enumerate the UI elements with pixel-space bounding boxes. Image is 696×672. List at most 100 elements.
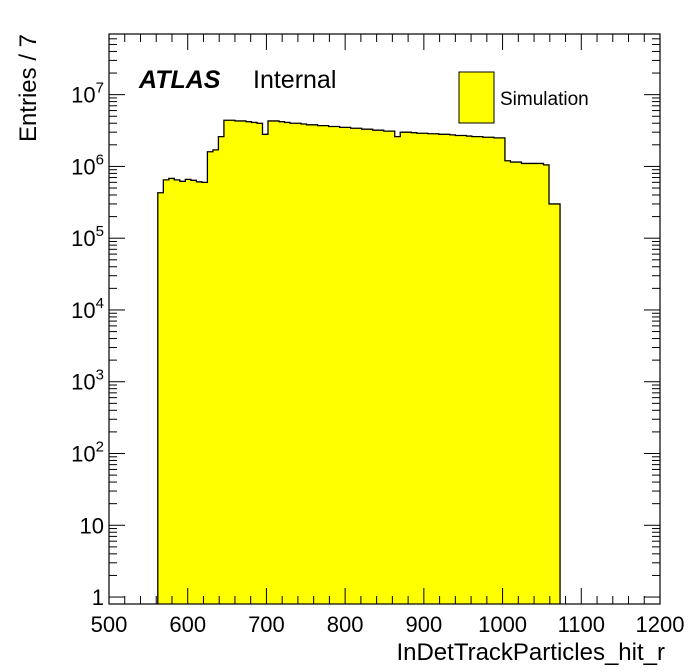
x-tick-label: 700 (248, 612, 285, 637)
y-tick-label: 107 (71, 80, 104, 108)
histogram-bin (394, 136, 401, 604)
histogram-bin (328, 126, 335, 604)
histogram-bin (389, 131, 396, 604)
histogram-bin (499, 137, 506, 604)
histogram-bin (532, 163, 539, 605)
x-tick-label: 500 (91, 612, 128, 637)
histogram-bin (196, 181, 203, 604)
x-tick-label: 1000 (478, 612, 527, 637)
histogram-bin (449, 134, 456, 604)
histogram-bin (411, 132, 418, 604)
histogram-bin (510, 162, 517, 604)
legend-swatch (458, 71, 495, 124)
histogram-bin (262, 134, 269, 605)
histogram-bin (218, 136, 225, 604)
histogram-bin (273, 120, 280, 604)
y-tick-label: 103 (71, 367, 104, 395)
histogram-bin (179, 181, 186, 604)
histogram-bin (157, 192, 164, 604)
histogram-bin (405, 132, 412, 604)
histogram-bin (251, 122, 258, 604)
histogram-bin (554, 203, 561, 604)
histogram-bin (367, 129, 374, 604)
x-tick-label: 1200 (636, 612, 685, 637)
histogram-bin (543, 164, 550, 604)
histogram-bin (290, 123, 297, 604)
y-tick-label: 104 (71, 295, 104, 323)
histogram-bin (168, 178, 175, 605)
atlas-label: ATLAS (138, 66, 221, 94)
histogram-outline (157, 119, 561, 604)
legend-label: Simulation (500, 89, 589, 110)
y-tick-label: 102 (71, 439, 104, 467)
histogram-bin (201, 182, 208, 604)
histogram-bin (361, 129, 368, 604)
histogram-bin (229, 120, 236, 604)
histogram-bin (312, 124, 319, 604)
histogram-bin (488, 137, 495, 605)
x-tick-label: 600 (169, 612, 206, 637)
histogram-bin (207, 151, 214, 604)
histogram-bin (268, 120, 275, 604)
axis-ticks (108, 33, 661, 604)
histogram-bin (345, 127, 352, 604)
histogram-bin (234, 120, 242, 604)
histogram-bin (482, 137, 490, 605)
histogram-bin (515, 162, 523, 604)
histogram-bin (422, 133, 429, 604)
histogram-bin (378, 130, 385, 604)
histogram-bin (521, 163, 528, 605)
x-tick-label: 1100 (558, 612, 605, 637)
histogram-bin (549, 203, 556, 604)
internal-label: Internal (253, 66, 336, 94)
histogram-bin (279, 121, 286, 604)
x-tick-label: 900 (405, 612, 442, 637)
histogram-bin (493, 137, 501, 604)
histogram-bin (460, 135, 467, 604)
y-axis-title: Entries / 7 (15, 34, 42, 142)
histogram-bin (350, 128, 357, 604)
histogram-bin (185, 179, 192, 604)
histogram-bin (504, 160, 512, 605)
plot-frame (108, 33, 661, 605)
histogram-bin (400, 132, 407, 604)
histogram-bin (477, 136, 484, 604)
y-tick-label: 105 (71, 223, 104, 251)
histogram-bin (416, 133, 423, 604)
histogram-bin (223, 120, 231, 604)
histogram-bin (301, 124, 308, 604)
histogram-bin (212, 149, 220, 604)
x-axis-title: InDetTrackParticles_hit_r (396, 639, 665, 666)
histogram-bin (339, 127, 346, 604)
histogram-bin (438, 134, 445, 605)
histogram-bin (334, 126, 341, 604)
histogram-bin (444, 134, 451, 605)
histogram-bin (433, 133, 440, 604)
histogram-bin (356, 128, 363, 604)
histogram-bin (190, 180, 197, 604)
histogram-bin (295, 123, 302, 604)
histogram-bin (537, 163, 545, 605)
histogram-bin (372, 130, 379, 604)
histogram-bin (163, 179, 170, 604)
histogram-bin (284, 122, 291, 604)
histogram-bin (256, 123, 264, 604)
histogram-bin (427, 133, 434, 604)
histogram-bin (471, 136, 478, 604)
histogram-bin (526, 163, 534, 605)
histogram-bin (240, 120, 247, 604)
histogram-bin (174, 179, 181, 604)
histogram-bin (323, 125, 330, 604)
x-tick-labels: 500 600 700 800 900 1000 1100 1200 (91, 612, 685, 637)
histogram-bin (317, 125, 324, 604)
x-tick-label: 800 (327, 612, 364, 637)
y-tick-labels: 1 10 102 103 104 105 106 107 (71, 80, 104, 610)
histogram-bin (455, 135, 462, 604)
y-tick-label: 10 (80, 513, 104, 538)
histogram-bin (383, 131, 390, 604)
histogram-bin (466, 136, 473, 605)
y-tick-label: 106 (71, 151, 104, 179)
histogram-bin (306, 124, 313, 604)
y-tick-label: 1 (92, 585, 104, 610)
